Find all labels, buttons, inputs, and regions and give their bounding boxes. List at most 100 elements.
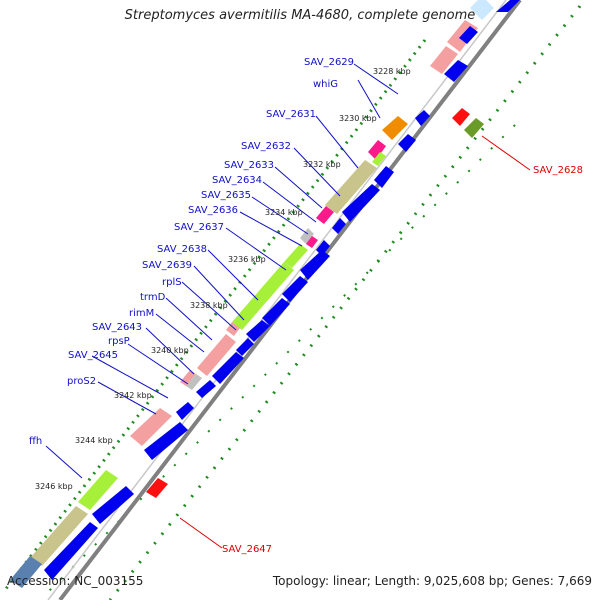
segment-pink xyxy=(197,334,236,376)
scale-label: 3240 kbp xyxy=(151,346,189,355)
leader-line xyxy=(145,327,195,375)
scale-label: 3230 kbp xyxy=(339,114,377,123)
gene-label: SAV_2633 xyxy=(224,160,274,171)
gene-label: SAV_2629 xyxy=(304,57,354,68)
gene-label: rpsP xyxy=(108,336,130,347)
gene-leader-lines xyxy=(45,63,399,479)
backbone-shadow xyxy=(47,0,507,600)
leader-line xyxy=(193,265,245,321)
gene-label: SAV_2647 xyxy=(222,544,272,555)
cds-arrow xyxy=(496,0,520,12)
cds-arrow xyxy=(282,276,308,302)
segment-magenta xyxy=(316,206,334,224)
cds-arrow xyxy=(374,166,394,188)
gene-label: proS2 xyxy=(67,376,96,387)
leader-line xyxy=(262,181,317,223)
leader-line xyxy=(315,115,359,169)
gene-label: SAV_2632 xyxy=(241,141,291,152)
leader-line xyxy=(481,135,531,171)
cds-arrow xyxy=(236,338,254,356)
segment-grey xyxy=(300,228,314,244)
gene-label: SAV_2637 xyxy=(174,222,224,233)
gene-label: ffh xyxy=(29,436,42,447)
cds-arrow xyxy=(262,298,290,326)
cds-arrow xyxy=(444,60,468,82)
leader-line xyxy=(97,381,157,415)
gene-label: rplS xyxy=(162,277,182,288)
scale-label: 3228 kbp xyxy=(373,67,411,76)
gene-label: SAV_2645 xyxy=(68,350,118,361)
accession-text: Accession: NC_003155 xyxy=(7,574,144,588)
leader-line xyxy=(239,211,303,247)
leader-line xyxy=(357,79,381,119)
leader-line xyxy=(127,343,189,385)
gene-label: rimM xyxy=(129,308,154,319)
scale-label: 3246 kbp xyxy=(35,482,73,491)
segment-green xyxy=(284,244,308,268)
scale-label: 3234 kbp xyxy=(265,208,303,217)
gene-label: whiG xyxy=(313,79,338,90)
segment-pink xyxy=(130,408,172,446)
cds-arrow xyxy=(342,184,380,222)
leader-line xyxy=(91,355,169,399)
gene-label: SAV_2628 xyxy=(533,165,583,176)
feature-segments xyxy=(10,0,494,588)
reverse-cds-olive xyxy=(464,118,484,138)
inner-dotted-track xyxy=(39,124,516,600)
scale-label: 3238 kbp xyxy=(190,301,228,310)
cds-arrow xyxy=(196,380,216,398)
cds-arrow xyxy=(316,240,330,256)
gene-label: SAV_2636 xyxy=(188,205,238,216)
segment-khaki xyxy=(30,506,88,566)
gene-label: SAV_2638 xyxy=(157,244,207,255)
segment-green xyxy=(232,262,294,330)
leader-line xyxy=(274,166,323,209)
segment-khaki xyxy=(325,160,377,214)
cds-arrow xyxy=(459,26,478,44)
map-title: Streptomyces avermitilis MA-4680, comple… xyxy=(124,8,476,23)
segment-magenta xyxy=(306,236,318,248)
leader-line xyxy=(179,517,223,549)
cds-arrow xyxy=(398,134,416,152)
cds-arrow xyxy=(300,250,330,280)
gene-label: trmD xyxy=(140,292,166,303)
scale-labels: 3228 kbp 3230 kbp 3232 kbp 3234 kbp 3236… xyxy=(35,67,411,491)
segment-green xyxy=(372,152,386,166)
gene-labels: SAV_2629 whiG SAV_2631 SAV_2632 SAV_2633… xyxy=(29,57,583,555)
cds-arrow xyxy=(144,422,188,460)
scale-label: 3244 kbp xyxy=(75,436,113,445)
leader-line xyxy=(181,281,237,331)
gene-label: SAV_2639 xyxy=(142,260,192,271)
segment-pink xyxy=(430,46,458,74)
leader-line xyxy=(293,147,341,197)
gene-label: SAV_2634 xyxy=(212,175,262,186)
cds-arrow xyxy=(246,320,270,342)
cds-arrow xyxy=(212,352,244,384)
cds-arrow xyxy=(415,110,430,126)
reverse-cds-SAV_2647 xyxy=(146,478,168,498)
scale-label: 3242 kbp xyxy=(114,391,152,400)
scale-label: 3236 kbp xyxy=(228,255,266,264)
leader-line xyxy=(155,313,205,353)
leader-line xyxy=(45,445,83,479)
segment-pink xyxy=(180,370,196,386)
topology-summary-text: Topology: linear; Length: 9,025,608 bp; … xyxy=(272,574,592,588)
cds-arrow xyxy=(92,486,134,524)
leader-line xyxy=(353,63,399,95)
segment-green xyxy=(78,470,118,510)
leader-line xyxy=(225,227,287,271)
gene-label: SAV_2635 xyxy=(201,190,251,201)
segment-grey xyxy=(186,374,202,390)
segment-orange xyxy=(382,116,408,140)
gene-label: SAV_2643 xyxy=(92,322,142,333)
outer-dotted-track xyxy=(3,39,427,591)
segment-light-blue xyxy=(470,0,494,20)
leader-line xyxy=(251,196,309,235)
segment-slate xyxy=(10,556,42,588)
reverse-cds-SAV_2628 xyxy=(452,108,470,126)
scale-label: 3232 kbp xyxy=(303,160,341,169)
segment-magenta xyxy=(368,140,386,160)
leader-line xyxy=(165,297,213,341)
